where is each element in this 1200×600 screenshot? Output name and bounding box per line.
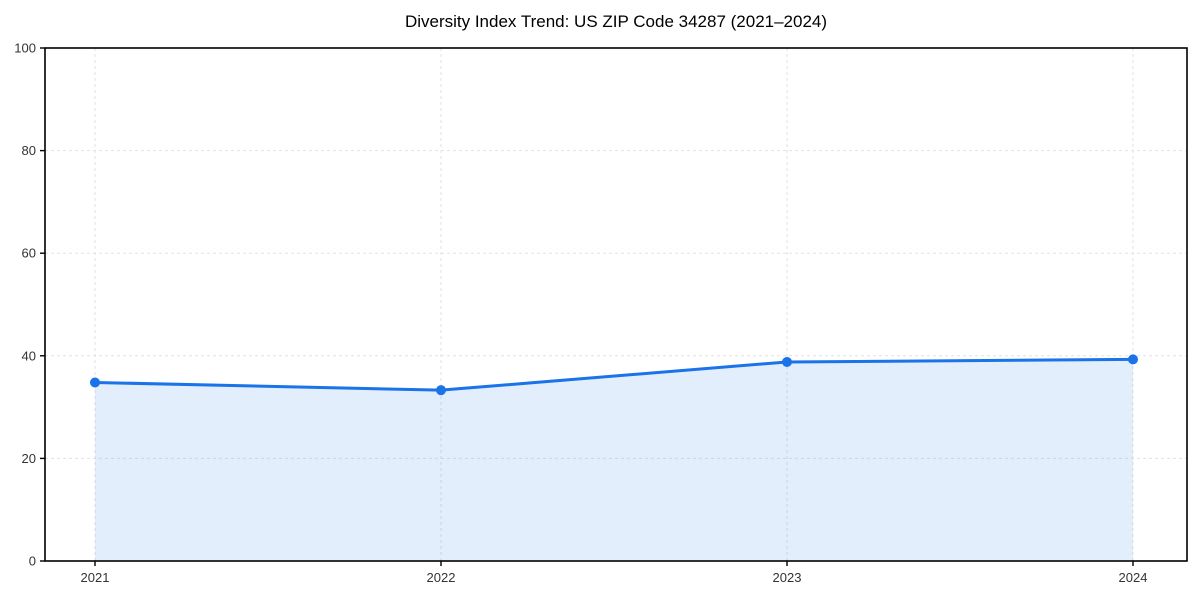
x-tick-label: 2022 bbox=[427, 570, 456, 585]
y-tick-label: 60 bbox=[22, 246, 36, 261]
x-tick-label: 2021 bbox=[81, 570, 110, 585]
y-tick-label: 80 bbox=[22, 143, 36, 158]
area-fill bbox=[95, 359, 1133, 561]
x-tick-label: 2023 bbox=[773, 570, 802, 585]
data-line bbox=[93, 357, 1135, 392]
y-tick-label: 20 bbox=[22, 451, 36, 466]
y-tick-label: 40 bbox=[22, 348, 36, 363]
data-point bbox=[1128, 354, 1138, 365]
plot-border bbox=[44, 47, 1188, 562]
chart-title: Diversity Index Trend: US ZIP Code 34287… bbox=[404, 12, 828, 31]
x-tick-label: 2024 bbox=[1119, 570, 1148, 585]
y-tick-label: 100 bbox=[14, 41, 36, 56]
data-point bbox=[90, 377, 100, 388]
data-point bbox=[436, 385, 446, 396]
y-tick-label: 0 bbox=[29, 554, 36, 569]
data-point bbox=[782, 356, 792, 367]
